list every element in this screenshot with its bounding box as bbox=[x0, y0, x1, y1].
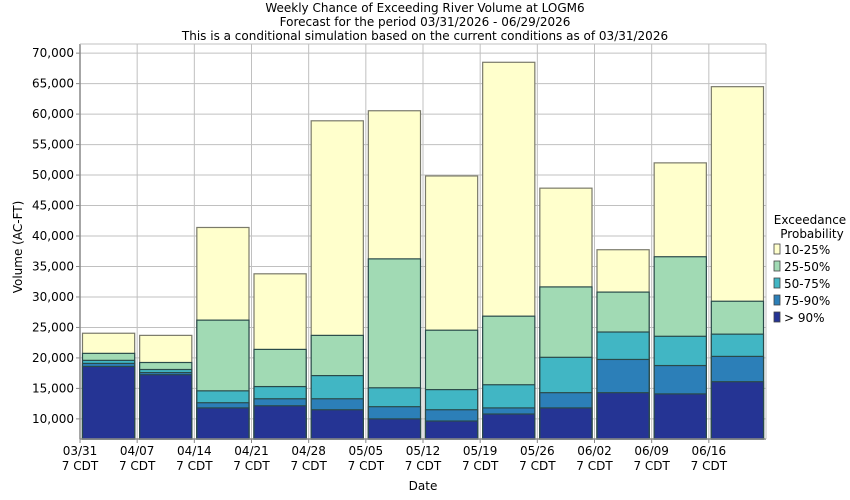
grid-lines bbox=[79, 44, 767, 439]
y-axis-ticks: 10,000 15,000 20,000 25,000 30,000 35,000 40,0… bbox=[32, 46, 80, 426]
y-tick-label: 20,000 bbox=[32, 351, 74, 365]
bar-segment-90-06-09 bbox=[653, 393, 707, 440]
x-tick-label-date: 05/26 bbox=[520, 444, 555, 458]
y-tick-label: 25,000 bbox=[32, 320, 74, 334]
x-tick-label-date: 05/05 bbox=[349, 444, 384, 458]
x-tick-label-date: 04/28 bbox=[291, 444, 326, 458]
bars-group bbox=[81, 61, 765, 440]
chart-subtitle-2: This is a conditional simulation based o… bbox=[181, 29, 668, 43]
x-tick-label-time: 7 CDT bbox=[576, 459, 613, 473]
x-tick-label-time: 7 CDT bbox=[290, 459, 327, 473]
y-tick-label: 30,000 bbox=[32, 290, 74, 304]
legend-swatch-5 bbox=[773, 311, 781, 323]
y-tick-label: 70,000 bbox=[32, 46, 74, 60]
bar-segment-90-04-21 bbox=[253, 405, 307, 440]
x-tick-label-date: 06/02 bbox=[577, 444, 612, 458]
legend-swatch-2 bbox=[773, 260, 781, 272]
bar-segment-90-04-07 bbox=[139, 374, 193, 440]
bar-segment-90-06-02 bbox=[596, 392, 650, 440]
bar-segment-90-05-12 bbox=[424, 420, 479, 440]
x-tick-label-time: 7 CDT bbox=[119, 459, 156, 473]
x-tick-label-time: 7 CDT bbox=[691, 459, 728, 473]
legend-label-3: 50-75% bbox=[784, 277, 830, 291]
x-tick-label-time: 7 CDT bbox=[462, 459, 499, 473]
legend-swatch-4 bbox=[773, 294, 781, 306]
x-tick-label-date: 03/31 bbox=[63, 444, 98, 458]
bar-segment-90-04-14 bbox=[196, 407, 250, 440]
legend-label-1: 10-25% bbox=[784, 243, 830, 257]
bar-segment-90-05-05 bbox=[367, 418, 422, 440]
x-tick-label-date: 05/12 bbox=[406, 444, 441, 458]
y-tick-label: 15,000 bbox=[32, 381, 74, 395]
bar-segment-90-04-28 bbox=[310, 409, 364, 440]
x-tick-label-date: 05/19 bbox=[463, 444, 498, 458]
x-tick-label-date: 04/14 bbox=[177, 444, 212, 458]
bar-segment-90-03-31 bbox=[81, 365, 136, 440]
legend-label-5: > 90% bbox=[784, 311, 825, 325]
x-axis-label: Date bbox=[409, 479, 438, 493]
bar-segment-90-06-16 bbox=[710, 381, 765, 440]
chart-subtitle: Forecast for the period 03/31/2026 - 06/… bbox=[280, 15, 571, 29]
chart-title: Weekly Chance of Exceeding River Volume … bbox=[265, 1, 584, 15]
y-tick-label: 50,000 bbox=[32, 168, 74, 182]
legend-title-line2: Probability bbox=[780, 227, 843, 241]
legend-label-4: 75-90% bbox=[784, 294, 830, 308]
x-tick-label-time: 7 CDT bbox=[233, 459, 270, 473]
bar-segment-90-05-26 bbox=[539, 407, 593, 440]
y-tick-label: 55,000 bbox=[32, 138, 74, 152]
x-tick-label-date: 04/21 bbox=[234, 444, 269, 458]
legend-swatch-1 bbox=[773, 243, 781, 255]
x-tick-label-date: 06/16 bbox=[692, 444, 727, 458]
x-tick-label-time: 7 CDT bbox=[519, 459, 556, 473]
x-tick-label-time: 7 CDT bbox=[633, 459, 670, 473]
legend-swatch-3 bbox=[773, 277, 781, 289]
legend: Exceedance Probability 10-25% 25-50% 50-75… bbox=[773, 213, 846, 325]
legend-title-line1: Exceedance bbox=[774, 213, 846, 227]
x-tick-label-date: 06/09 bbox=[634, 444, 669, 458]
y-tick-label: 60,000 bbox=[32, 107, 74, 121]
x-tick-label-time: 7 CDT bbox=[176, 459, 213, 473]
y-tick-label: 10,000 bbox=[32, 412, 74, 426]
y-tick-label: 65,000 bbox=[32, 77, 74, 91]
legend-label-2: 25-50% bbox=[784, 260, 830, 274]
y-tick-label: 45,000 bbox=[32, 199, 74, 213]
x-tick-label-time: 7 CDT bbox=[62, 459, 99, 473]
x-tick-label-time: 7 CDT bbox=[348, 459, 385, 473]
x-tick-label-date: 04/07 bbox=[120, 444, 155, 458]
y-tick-label: 35,000 bbox=[32, 259, 74, 273]
bar-segment-90-05-19 bbox=[482, 413, 536, 440]
y-axis-label: Volume (AC-FT) bbox=[11, 201, 25, 294]
x-tick-label-time: 7 CDT bbox=[405, 459, 442, 473]
y-tick-label: 40,000 bbox=[32, 229, 74, 243]
